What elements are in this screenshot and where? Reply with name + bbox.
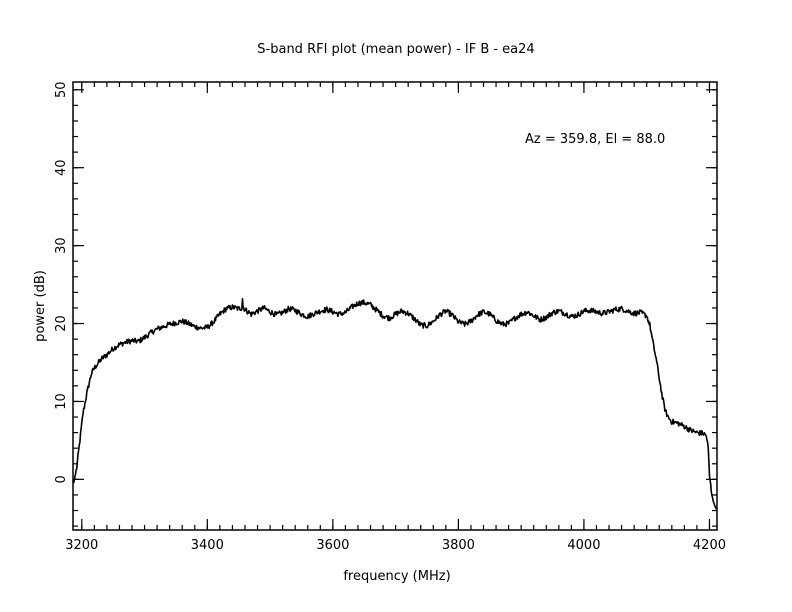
power-series-line <box>72 297 718 510</box>
y-tick-label: 20 <box>54 315 69 332</box>
y-tick-label: 10 <box>54 393 69 410</box>
y-axis-label: power (dB) <box>33 270 48 342</box>
plot-frame <box>72 81 718 531</box>
x-tick-label: 4000 <box>567 538 600 553</box>
y-tick-label: 30 <box>54 237 69 254</box>
y-tick-label: 40 <box>54 159 69 176</box>
chart-title: S-band RFI plot (mean power) - IF B - ea… <box>257 42 534 57</box>
axis-ticks <box>73 82 717 530</box>
y-tick-label: 0 <box>54 475 69 483</box>
x-tick-label: 3600 <box>316 538 349 553</box>
x-axis-label: frequency (MHz) <box>343 569 450 584</box>
series-group <box>72 297 718 510</box>
axis-tick-labels: 3200 3400 3600 3800 4000 4200 0 10 20 30 40 50 <box>54 82 726 553</box>
x-tick-label: 3400 <box>191 538 224 553</box>
y-tick-label: 50 <box>54 82 69 99</box>
x-tick-label: 4200 <box>693 538 726 553</box>
az-el-annotation: Az = 359.8, El = 88.0 <box>525 132 665 147</box>
x-tick-label: 3200 <box>65 538 98 553</box>
x-tick-label: 3800 <box>442 538 475 553</box>
